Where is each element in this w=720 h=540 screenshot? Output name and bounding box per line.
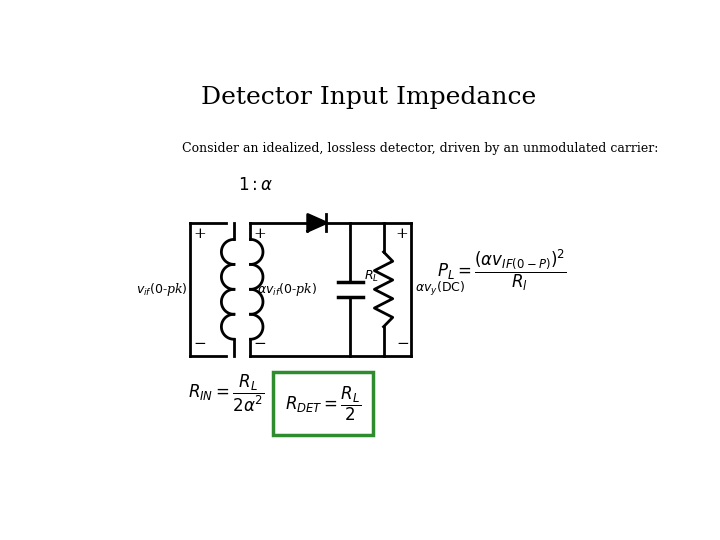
Text: +: + [254,227,266,241]
Text: $1 : \alpha$: $1 : \alpha$ [238,177,274,194]
Text: Consider an idealized, lossless detector, driven by an unmodulated carrier:: Consider an idealized, lossless detector… [182,141,658,155]
Bar [274,373,373,435]
Text: +: + [194,227,207,241]
Polygon shape [307,214,326,231]
Text: $\alpha v_{y}(\mathrm{DC})$: $\alpha v_{y}(\mathrm{DC})$ [415,280,465,298]
Text: Detector Input Impedance: Detector Input Impedance [202,85,536,109]
Text: $-$: $-$ [253,335,266,349]
Text: $R_{DET} = \dfrac{R_L}{2}$: $R_{DET} = \dfrac{R_L}{2}$ [285,384,361,423]
Text: $v_{if}(0$-pk$)$: $v_{if}(0$-pk$)$ [136,281,188,298]
Text: $-$: $-$ [396,335,410,349]
Text: $-$: $-$ [193,335,206,349]
Text: $R_{IN} = \dfrac{R_L}{2\alpha^2}$: $R_{IN} = \dfrac{R_L}{2\alpha^2}$ [188,373,265,414]
Text: +: + [396,227,408,241]
Text: $\alpha v_{if}(0$-pk$)$: $\alpha v_{if}(0$-pk$)$ [257,281,317,298]
Text: $P_L = \dfrac{\left(\alpha v_{IF(0-P)}\right)^2}{R_l}$: $P_L = \dfrac{\left(\alpha v_{IF(0-P)}\r… [437,248,567,293]
Text: $R_L$: $R_L$ [364,269,379,285]
